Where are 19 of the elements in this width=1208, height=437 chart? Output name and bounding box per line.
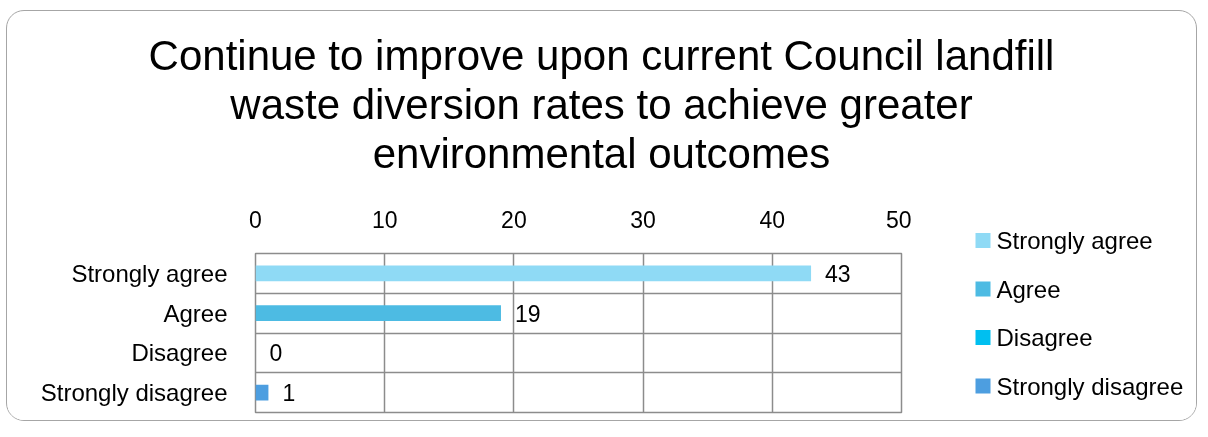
x-tick-label: 50 [885,206,912,233]
data-label: 1 [282,380,296,407]
legend-label: Disagree [996,324,1093,351]
x-tick-label: 0 [249,206,262,233]
x-tick-label: 10 [371,206,398,233]
y-tick-label: Agree [163,299,228,327]
x-tick-label: 30 [630,206,656,233]
data-label: 0 [269,340,283,367]
x-tick-label: 20 [501,206,527,233]
y-tick-label: Strongly agree [71,259,228,287]
data-label: 19 [514,300,541,327]
x-tick-label: 40 [759,206,786,233]
legend-label: Strongly disagree [996,372,1184,400]
legend-label: Agree [996,275,1061,303]
chart-title: Continue to improve upon current Council landfill waste diversion rates to achieve greater environmental outcomes [147,31,1056,178]
data-label: 43 [825,260,851,287]
y-tick-label: Disagree [131,339,228,367]
legend-label: Strongly agree [996,227,1153,254]
y-tick-label: Strongly disagree [40,379,228,407]
